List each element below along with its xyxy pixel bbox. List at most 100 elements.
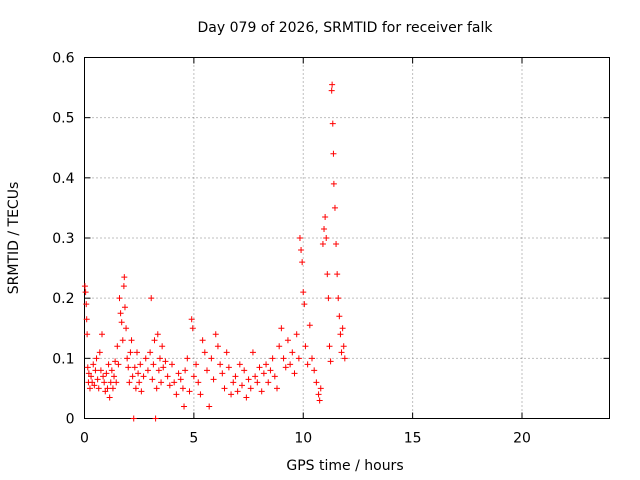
chart-title: Day 079 of 2026, SRMTID for receiver fal… <box>198 20 494 36</box>
data-point <box>337 331 344 338</box>
data-point <box>269 355 276 362</box>
data-point <box>301 301 308 308</box>
data-point <box>278 325 285 332</box>
data-point <box>230 379 237 386</box>
data-point <box>291 370 298 377</box>
data-point <box>93 355 100 362</box>
data-point <box>120 283 127 290</box>
data-point <box>232 373 239 380</box>
data-point <box>173 391 180 398</box>
x-tick-labels: 0 5 10 15 20 <box>80 431 531 447</box>
data-point <box>280 355 287 362</box>
data-point <box>243 394 250 401</box>
data-point <box>85 370 92 377</box>
data-point <box>88 373 95 380</box>
data-point <box>83 316 90 323</box>
data-point <box>112 358 119 365</box>
data-point <box>247 385 254 392</box>
data-point <box>225 364 232 371</box>
data-point <box>134 349 140 356</box>
data-point <box>204 367 210 374</box>
data-point <box>299 259 306 266</box>
data-point <box>144 367 151 374</box>
data-point <box>284 337 291 344</box>
data-point <box>334 271 341 278</box>
data-point <box>140 373 147 380</box>
data-point <box>138 388 145 395</box>
data-point <box>234 388 241 395</box>
data-point <box>328 87 335 94</box>
data-point <box>208 355 215 362</box>
y-tick-label: 0.1 <box>52 351 74 367</box>
data-point <box>214 343 221 350</box>
data-point <box>217 361 224 368</box>
data-point <box>156 355 163 362</box>
y-tick-label: 0.5 <box>52 111 74 127</box>
data-point <box>102 388 109 395</box>
data-point <box>323 235 330 241</box>
data-point <box>282 364 289 371</box>
data-point <box>254 379 261 386</box>
data-point <box>181 403 188 410</box>
data-point <box>331 204 338 211</box>
data-point <box>188 316 195 323</box>
data-point <box>190 373 197 380</box>
data-point <box>236 361 243 368</box>
data-point <box>327 358 334 365</box>
data-point <box>94 376 101 383</box>
data-point <box>101 379 108 386</box>
data-point <box>100 373 107 380</box>
data-point <box>289 349 296 356</box>
data-point <box>249 349 256 356</box>
data-point <box>147 349 154 356</box>
data-point <box>142 355 149 362</box>
data-point <box>267 367 274 374</box>
data-point <box>104 385 111 392</box>
data-point <box>300 289 307 296</box>
data-point <box>193 361 200 368</box>
data-point <box>321 225 328 232</box>
data-point <box>302 343 309 350</box>
data-point <box>117 310 124 317</box>
data-point <box>83 301 90 308</box>
data-point <box>116 295 123 302</box>
data-point <box>135 370 142 377</box>
data-point <box>330 150 337 157</box>
data-point <box>189 325 196 332</box>
data-point <box>123 325 130 332</box>
data-point <box>99 331 105 338</box>
data-point <box>119 337 126 344</box>
data-point <box>245 376 252 383</box>
data-points <box>81 81 348 422</box>
data-point <box>96 349 103 356</box>
data-point <box>82 289 89 296</box>
x-tick-label: 20 <box>513 431 531 447</box>
data-point <box>296 235 303 241</box>
data-point <box>210 376 217 383</box>
data-point <box>164 373 171 380</box>
data-point <box>295 355 302 362</box>
data-point <box>228 391 235 398</box>
grid-lines <box>84 57 610 419</box>
data-point <box>324 271 331 278</box>
data-point <box>115 361 122 368</box>
data-point <box>84 364 91 371</box>
data-point <box>199 337 206 344</box>
data-point <box>184 355 191 362</box>
data-point <box>127 349 134 356</box>
data-point <box>130 415 137 422</box>
y-tick-label: 0.4 <box>52 171 74 187</box>
data-point <box>108 367 115 374</box>
data-point <box>86 385 93 392</box>
data-point <box>340 343 347 350</box>
data-point <box>313 379 320 386</box>
data-point <box>341 355 348 362</box>
data-point <box>241 367 248 374</box>
data-point <box>265 379 272 386</box>
axis-ticks <box>84 57 610 419</box>
data-point <box>162 358 169 365</box>
x-tick-label: 0 <box>80 431 89 447</box>
data-point <box>103 370 110 377</box>
data-point <box>92 367 99 374</box>
data-point <box>221 385 228 392</box>
